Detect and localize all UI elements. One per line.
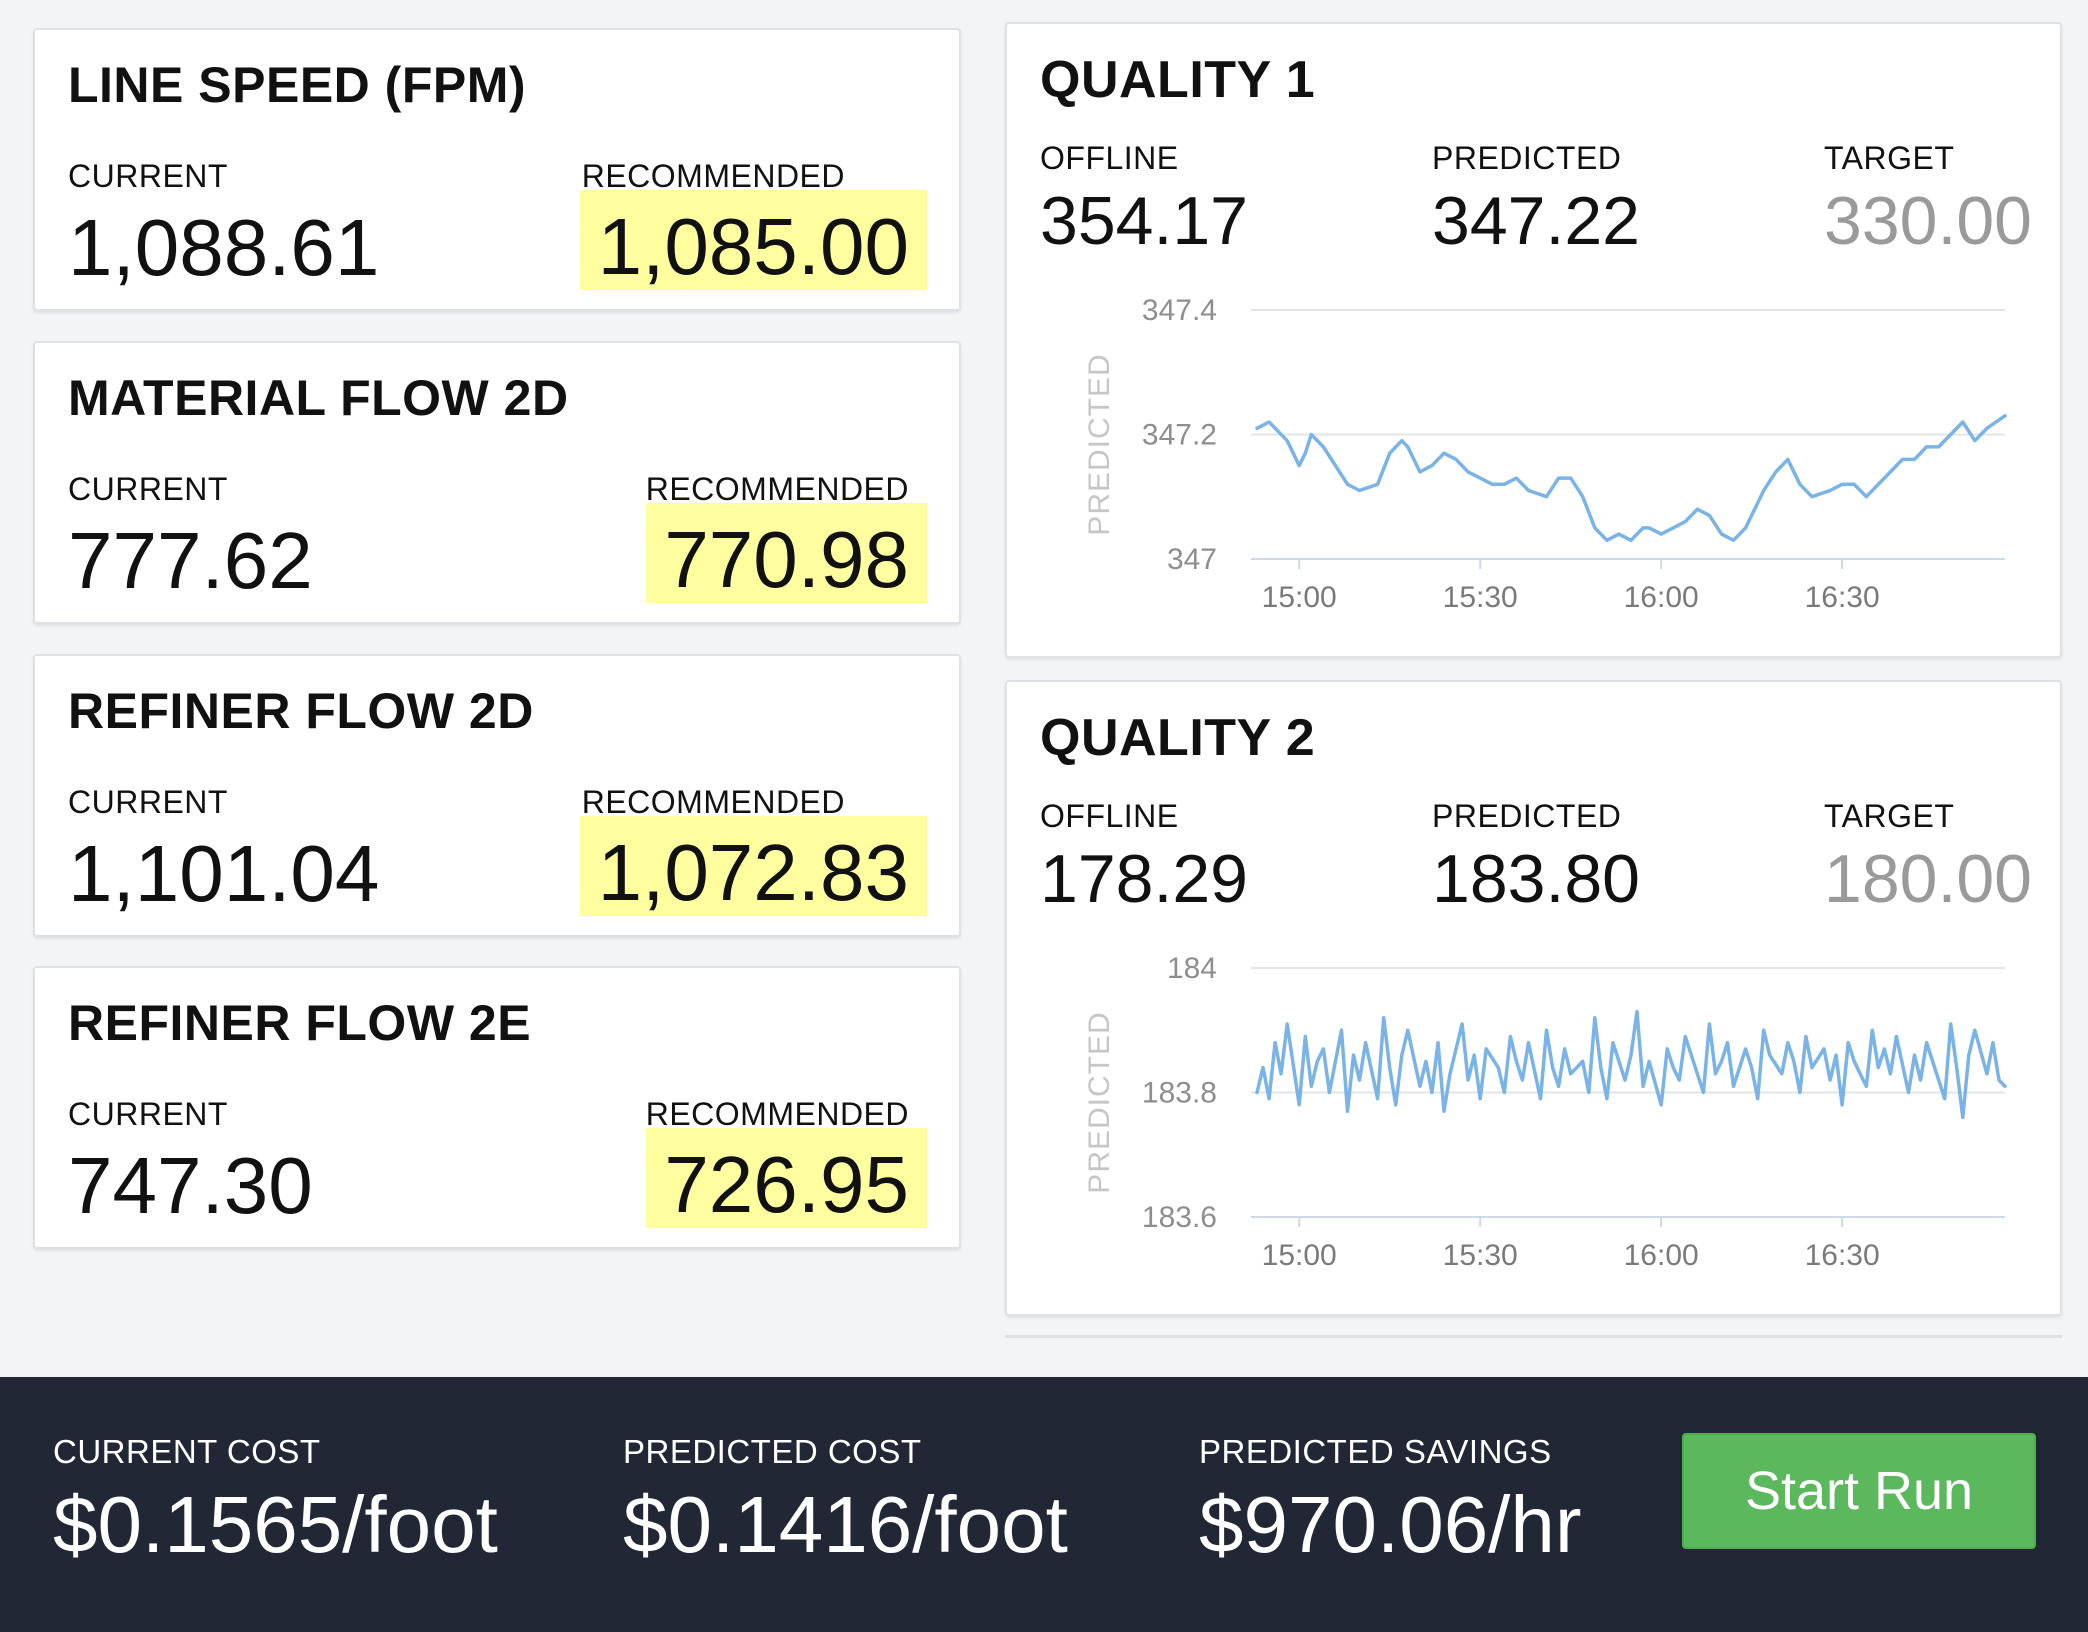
predicted-cost-value: $0.1416/foot	[623, 1480, 1068, 1569]
recommended-value: 1,072.83	[579, 816, 927, 916]
predicted-cost-label: PREDICTED COST	[623, 1433, 922, 1470]
y-tick-label: 183.8	[1142, 1077, 1217, 1110]
current-value: 1,101.04	[68, 829, 380, 918]
offline-value: 178.29	[1040, 841, 1248, 917]
y-tick-label: 347.2	[1142, 419, 1217, 452]
y-tick-label: 184	[1167, 952, 1217, 985]
card-material-flow-2d: MATERIAL FLOW 2D CURRENT 777.62 RECOMMEN…	[33, 341, 961, 624]
quality-1-chart: 347.4 347.2 347 15:00 15:30 16:00 16:30 PREDICT…	[1083, 294, 2007, 614]
predicted-label: PREDICTED	[1432, 798, 1622, 834]
x-tick-label: 15:00	[1262, 1239, 1337, 1272]
y-tick-label: 347.4	[1142, 294, 1217, 327]
recommended-value: 770.98	[646, 503, 927, 603]
card-title: REFINER FLOW 2D	[68, 683, 534, 739]
next-card-edge	[1005, 1335, 2062, 1338]
recommended-value: 726.95	[646, 1128, 927, 1228]
predicted-series-line	[1255, 1009, 2007, 1120]
predicted-label: PREDICTED	[1432, 140, 1622, 176]
target-value: 330.00	[1824, 183, 2032, 259]
start-run-button[interactable]: Start Run	[1682, 1433, 2036, 1549]
current-value: 1,088.61	[68, 203, 380, 292]
current-cost-label: CURRENT COST	[53, 1433, 321, 1470]
recommended-label: RECOMMENDED	[581, 784, 845, 820]
quality-title: QUALITY 1	[1040, 51, 1316, 109]
current-label: CURRENT	[68, 784, 228, 820]
current-label: CURRENT	[68, 471, 228, 507]
y-tick-label: 183.6	[1142, 1201, 1217, 1234]
y-axis-label: PREDICTED	[1083, 1011, 1116, 1193]
quality-title: QUALITY 2	[1040, 709, 1316, 767]
predicted-savings-value: $970.06/hr	[1199, 1480, 1582, 1569]
card-refiner-flow-2e: REFINER FLOW 2E CURRENT 747.30 RECOMMEND…	[33, 966, 961, 1249]
x-tick-label: 15:30	[1443, 581, 1518, 614]
y-axis-label: PREDICTED	[1083, 353, 1116, 535]
current-label: CURRENT	[68, 1096, 228, 1132]
card-title: MATERIAL FLOW 2D	[68, 370, 569, 426]
target-value: 180.00	[1824, 841, 2032, 917]
card-refiner-flow-2d: REFINER FLOW 2D CURRENT 1,101.04 RECOMME…	[33, 654, 961, 937]
predicted-series-line	[1255, 414, 2007, 543]
cost-footer: CURRENT COST $0.1565/foot PREDICTED COST…	[0, 1377, 2088, 1632]
predicted-savings-label: PREDICTED SAVINGS	[1199, 1433, 1552, 1470]
card-title: LINE SPEED (FPM)	[68, 57, 527, 113]
recommended-value: 1,085.00	[579, 190, 927, 290]
offline-value: 354.17	[1040, 183, 1248, 259]
predicted-value: 183.80	[1432, 841, 1640, 917]
current-value: 777.62	[68, 516, 313, 605]
x-tick-label: 15:00	[1262, 581, 1337, 614]
card-quality-2: QUALITY 2 OFFLINE PREDICTED TARGET 178.2…	[1005, 680, 2062, 1316]
target-label: TARGET	[1824, 140, 1955, 176]
quality-2-chart: 184 183.8 183.6 15:00 15:30 16:00 16:30 PREDICT…	[1083, 952, 2007, 1272]
x-tick-label: 16:30	[1805, 1239, 1880, 1272]
current-value: 747.30	[68, 1141, 313, 1230]
y-tick-label: 347	[1167, 543, 1217, 576]
card-line-speed: LINE SPEED (FPM) CURRENT 1,088.61 RECOMM…	[33, 28, 961, 311]
offline-label: OFFLINE	[1040, 140, 1179, 176]
recommended-label: RECOMMENDED	[581, 158, 845, 194]
x-tick-label: 16:30	[1805, 581, 1880, 614]
target-label: TARGET	[1824, 798, 1955, 834]
recommended-label: RECOMMENDED	[645, 1096, 909, 1132]
x-tick-label: 15:30	[1443, 1239, 1518, 1272]
offline-label: OFFLINE	[1040, 798, 1179, 834]
x-tick-label: 16:00	[1624, 581, 1699, 614]
current-cost-value: $0.1565/foot	[53, 1480, 498, 1569]
predicted-value: 347.22	[1432, 183, 1640, 259]
card-title: REFINER FLOW 2E	[68, 995, 532, 1051]
card-quality-1: QUALITY 1 OFFLINE PREDICTED TARGET 354.1…	[1005, 22, 2062, 658]
recommended-label: RECOMMENDED	[645, 471, 909, 507]
current-label: CURRENT	[68, 158, 228, 194]
x-tick-label: 16:00	[1624, 1239, 1699, 1272]
